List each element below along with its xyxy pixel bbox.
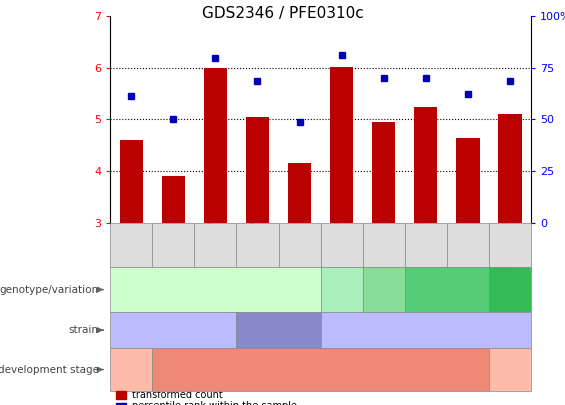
- Text: EBA140
KO: EBA140 KO: [324, 280, 359, 299]
- Text: wildtype: wildtype: [196, 285, 235, 294]
- Text: development stage: development stage: [0, 364, 99, 375]
- Text: GSM88332: GSM88332: [459, 220, 468, 270]
- Text: genotype/variation: genotype/variation: [0, 285, 99, 294]
- Text: asexual
blood sta
ge 24hr: asexual blood sta ge 24hr: [110, 355, 152, 384]
- Text: PfRh2b KO: PfRh2b KO: [423, 285, 471, 294]
- Text: percentile rank within the sample: percentile rank within the sample: [132, 401, 297, 405]
- Bar: [246, 117, 269, 223]
- Bar: [414, 107, 437, 223]
- Text: GSM88328: GSM88328: [417, 220, 426, 270]
- Text: 3D7: 3D7: [164, 326, 182, 335]
- Text: GSM88333: GSM88333: [501, 220, 510, 270]
- Text: GSM88326: GSM88326: [333, 220, 342, 270]
- Text: asexual
blood sta
ge 24hr: asexual blood sta ge 24hr: [489, 355, 531, 384]
- Text: 3D7: 3D7: [416, 326, 435, 335]
- Bar: [162, 176, 185, 223]
- Text: GSM88329: GSM88329: [206, 220, 215, 270]
- Bar: [288, 163, 311, 223]
- Text: asexual blood stage 48hr: asexual blood stage 48hr: [263, 365, 378, 374]
- Text: GSM88331: GSM88331: [290, 220, 299, 270]
- Text: GSM88330: GSM88330: [249, 220, 258, 270]
- Text: GSM88324: GSM88324: [122, 221, 131, 269]
- Bar: [330, 67, 353, 223]
- Bar: [120, 140, 143, 223]
- Text: transformed count: transformed count: [132, 390, 223, 400]
- Text: strain: strain: [69, 325, 99, 335]
- Text: EBA175
KO: EBA175 KO: [366, 280, 401, 299]
- Bar: [498, 114, 521, 223]
- Bar: [457, 138, 480, 223]
- Text: GSM88327: GSM88327: [375, 220, 384, 270]
- Text: SIR2
KO: SIR2 KO: [500, 280, 520, 299]
- Bar: [204, 68, 227, 223]
- Text: GSM88325: GSM88325: [164, 220, 173, 270]
- Text: GDS2346 / PFE0310c: GDS2346 / PFE0310c: [202, 6, 363, 21]
- Bar: [372, 122, 396, 223]
- Text: D10: D10: [270, 326, 288, 335]
